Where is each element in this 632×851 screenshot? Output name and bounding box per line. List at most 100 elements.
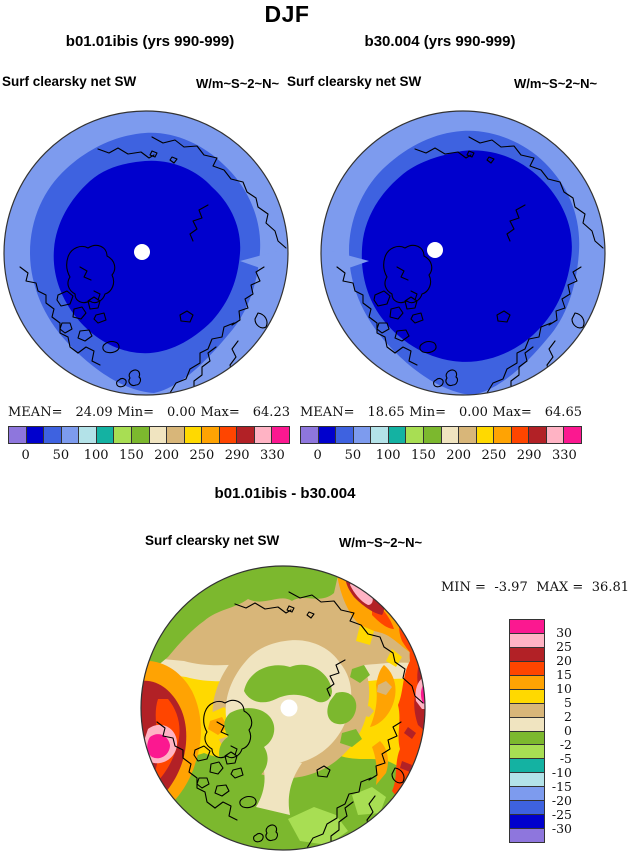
colorbar-tick-label: 50 (52, 448, 70, 463)
colorbar-cell (113, 427, 131, 443)
colorbar-tick-label: -2 (559, 737, 572, 753)
colorbar-tick-label: -25 (551, 807, 572, 823)
diff-panel-subtitle: b01.01ibis - b30.004 (214, 485, 356, 502)
colorbar-cell (9, 427, 26, 443)
colorbar-tick-label: 100 (375, 448, 401, 463)
colorbar-tick-label: 330 (551, 448, 577, 463)
colorbar-cell (510, 744, 544, 759)
colorbar-cell (352, 427, 371, 443)
colorbar-cell (545, 427, 564, 443)
panel-left-field-label: Surf clearsky net SW (2, 74, 137, 89)
colorbar-cell (510, 688, 544, 703)
colorbar-tick-label: 30 (556, 625, 572, 641)
colorbar-cell (422, 427, 441, 443)
colorbar-cell (236, 427, 254, 443)
colorbar-tick-label: 330 (259, 448, 285, 463)
colorbar-cell (563, 427, 581, 443)
figure-title: DJF (264, 1, 310, 27)
colorbar-cell (510, 758, 544, 773)
panel-left-subtitle: b01.01ibis (yrs 990-999) (65, 33, 235, 50)
mean-value: 18.65 (367, 405, 405, 420)
colorbar-cell (335, 427, 353, 443)
panel-right-subtitle: b30.004 (yrs 990-999) (364, 33, 516, 50)
colorbar-tick-label: 150 (118, 448, 144, 463)
colorbar-cell (475, 427, 494, 443)
mean-value: 24.09 (75, 405, 113, 420)
colorbar-cell (510, 674, 544, 689)
colorbar-cell (370, 427, 388, 443)
colorbar-tick-label: 150 (410, 448, 436, 463)
colorbar-tick-label: -5 (559, 751, 572, 767)
stats-line-left: MEAN= 24.09 Min= 0.00 Max= 64.23 (8, 405, 290, 420)
colorbar-cell (528, 427, 546, 443)
min-value: 0.00 (458, 405, 488, 420)
colorbar-tick-label: 290 (224, 448, 250, 463)
colorbar-cell (201, 427, 219, 443)
colorbar-cell (253, 427, 272, 443)
polar-map-right (320, 110, 606, 396)
colorbar-cell (405, 427, 423, 443)
colorbar-cell (510, 828, 544, 842)
colorbar-tick-label: 250 (481, 448, 507, 463)
colorbar-cell (510, 632, 544, 647)
mean-label: MEAN= (300, 405, 355, 420)
diff-colorbar (509, 619, 545, 843)
colorbar-cell (510, 646, 544, 661)
colorbar-right (300, 426, 582, 444)
colorbar-cell (510, 716, 544, 731)
colorbar-tick-label: 2 (564, 709, 572, 725)
stats-line-right: MEAN= 18.65 Min= 0.00 Max= 64.65 (300, 405, 582, 420)
colorbar-cell (387, 427, 406, 443)
colorbar-tick-label: 250 (189, 448, 215, 463)
colorbar-cell (130, 427, 149, 443)
min-label: Min= (409, 405, 446, 420)
panel-left-units-label: W/m~S~2~N~ (196, 76, 280, 91)
colorbar-cell (60, 427, 79, 443)
min-value: -3.97 (494, 580, 528, 595)
colorbar-cell (510, 620, 544, 633)
colorbar-tick-label: -10 (551, 765, 572, 781)
colorbar-cell (25, 427, 44, 443)
max-value: 64.65 (544, 405, 582, 420)
colorbar-cell (510, 800, 544, 815)
colorbar-cell (440, 427, 459, 443)
mean-label: MEAN= (8, 405, 63, 420)
colorbar-cell (183, 427, 202, 443)
max-label: MAX = (536, 580, 584, 595)
colorbar-cell (510, 814, 544, 829)
colorbar-tick-label: 100 (83, 448, 109, 463)
min-value: 0.00 (166, 405, 196, 420)
diff-colorbar-ticks: 30 25 20 15 10 5 2 0 -2 -5 -10 -15 -20 -25 -30 (540, 619, 572, 843)
colorbar-right-ticks: 0 50 100 150 200 250 290 330 (300, 448, 582, 464)
polar-map-left (3, 110, 289, 396)
colorbar-tick-label: 50 (344, 448, 362, 463)
colorbar-cell (271, 427, 289, 443)
colorbar-tick-label: 0 (21, 448, 30, 463)
min-label: MIN = (441, 580, 486, 595)
colorbar-tick-label: 0 (564, 723, 572, 739)
colorbar-tick-label: 10 (556, 681, 572, 697)
colorbar-tick-label: 200 (446, 448, 472, 463)
panel-right-field-label: Surf clearsky net SW (287, 74, 422, 89)
colorbar-cell (510, 772, 544, 787)
colorbar-tick-label: -30 (551, 821, 572, 837)
colorbar-cell (510, 786, 544, 801)
max-label: Max= (200, 405, 240, 420)
colorbar-left-ticks: 0 50 100 150 200 250 290 330 (8, 448, 290, 464)
colorbar-cell (95, 427, 114, 443)
max-label: Max= (492, 405, 532, 420)
pole-dot (427, 242, 443, 258)
colorbar-tick-label: 15 (556, 667, 572, 683)
colorbar-tick-label: -20 (551, 793, 572, 809)
colorbar-cell (218, 427, 237, 443)
colorbar-cell (301, 427, 318, 443)
colorbar-cell (510, 660, 544, 675)
colorbar-cell (43, 427, 61, 443)
pole-dot (280, 699, 298, 717)
colorbar-tick-label: 200 (154, 448, 180, 463)
colorbar-tick-label: -15 (551, 779, 572, 795)
colorbar-left (8, 426, 290, 444)
colorbar-cell (510, 730, 544, 745)
polar-map-difference (140, 565, 426, 851)
